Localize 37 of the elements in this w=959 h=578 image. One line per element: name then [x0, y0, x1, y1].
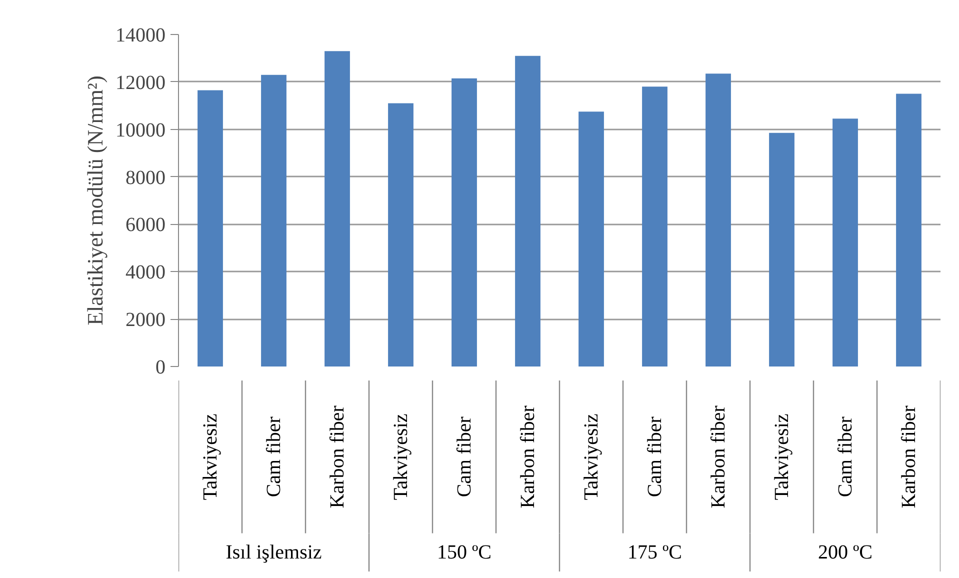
x-tick-label: Takviyesiz [770, 414, 793, 500]
bar [832, 118, 858, 366]
y-axis-title: Elastikiyet modülü (N/mm²) [82, 76, 108, 326]
x-tick-label: Cam fiber [262, 416, 285, 498]
bar [896, 94, 922, 366]
bar [642, 86, 668, 366]
x-tick-label: Takviyesiz [199, 414, 222, 500]
x-tick-label: Karbon fiber [898, 405, 920, 508]
x-tick-label: Karbon fiber [516, 405, 539, 508]
bar [198, 90, 223, 366]
bar [388, 103, 414, 366]
x-tick-label: Takviyesiz [580, 414, 602, 500]
y-tick-label: 6000 [126, 214, 166, 236]
text: Isıl işlemsiz [226, 541, 322, 564]
bar [452, 78, 477, 366]
bar [706, 74, 731, 366]
text: 200 ºC [818, 541, 873, 564]
x-tick-label: Karbon fiber [326, 405, 348, 508]
text: 175 ºC [627, 541, 682, 564]
text: 150 ºC [436, 541, 492, 564]
y-tick-label: 8000 [126, 166, 166, 189]
x-tick-label: Karbon fiber [707, 405, 730, 508]
y-tick-label: 12000 [116, 72, 166, 94]
x-tick-label: Cam fiber [453, 416, 476, 498]
x-tick-label: Cam fiber [644, 416, 666, 498]
bar [261, 74, 286, 366]
bar [769, 132, 794, 366]
bar [578, 112, 604, 366]
x-tick-label: Takviyesiz [390, 414, 412, 500]
y-tick-label: 4000 [126, 262, 166, 284]
y-tick-label: 10000 [116, 119, 166, 142]
y-tick-label: 0 [156, 356, 166, 378]
x-tick-label: Cam fiber [834, 416, 856, 498]
y-tick-label: 2000 [126, 309, 166, 332]
bar [515, 56, 540, 366]
y-tick-label: 14000 [116, 24, 166, 46]
bar [324, 51, 350, 366]
